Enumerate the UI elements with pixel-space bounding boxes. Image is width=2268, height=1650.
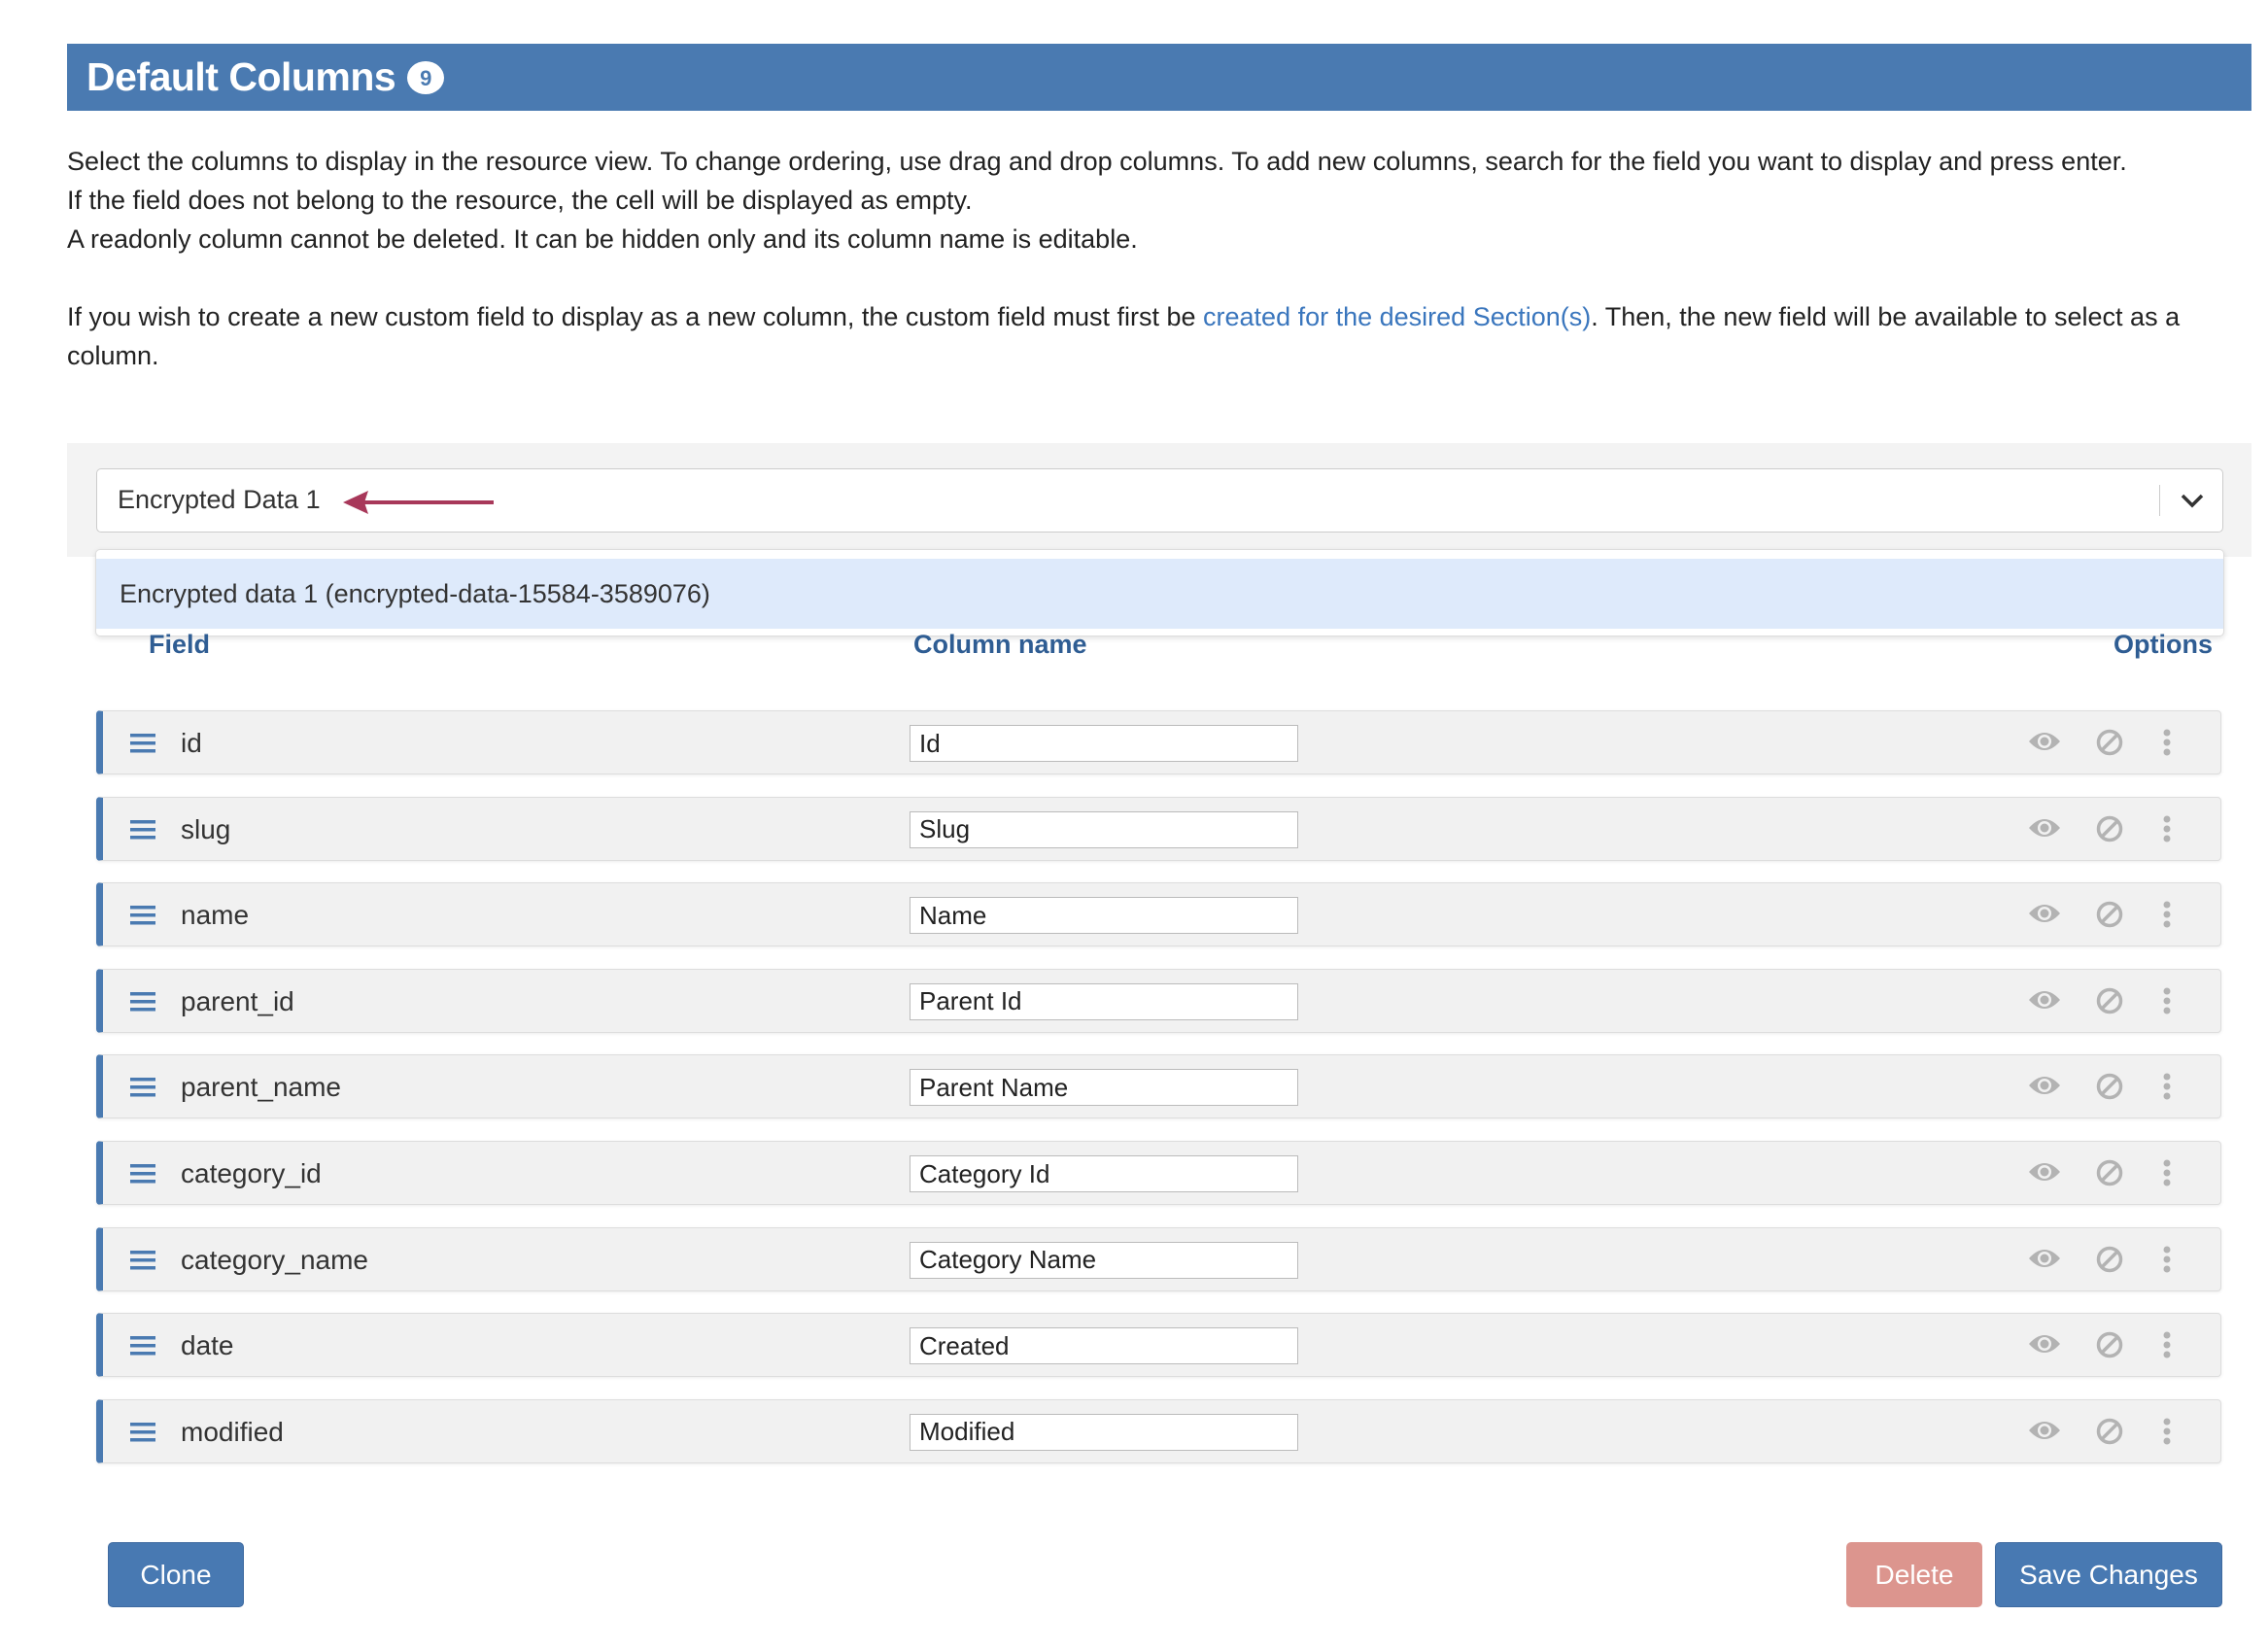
search-input-value[interactable]: Encrypted Data 1 — [118, 485, 321, 514]
ban-icon[interactable] — [2095, 900, 2124, 929]
description-line: A readonly column cannot be deleted. It … — [67, 224, 1138, 254]
field-name: name — [181, 900, 250, 931]
note-text: . Then, the new field will be available … — [67, 302, 2181, 370]
save-changes-button[interactable]: Save Changes — [1995, 1542, 2222, 1607]
column-name-input[interactable] — [910, 1327, 1298, 1365]
more-options-icon[interactable] — [2161, 1158, 2173, 1187]
ban-icon[interactable] — [2095, 728, 2124, 757]
page-title: Default Columns — [86, 54, 396, 99]
eye-icon[interactable] — [2027, 1072, 2062, 1099]
eye-icon[interactable] — [2027, 814, 2062, 842]
select-separator — [2159, 485, 2160, 516]
column-name-input[interactable] — [910, 810, 1298, 848]
arrow-left-icon — [343, 491, 494, 514]
create-custom-field-link[interactable]: created for the desired Section(s) — [1203, 302, 1592, 331]
ban-icon[interactable] — [2095, 1417, 2124, 1446]
more-options-icon[interactable] — [2161, 986, 2173, 1015]
column-row[interactable]: category_id — [96, 1141, 2221, 1205]
column-name-input[interactable] — [910, 1413, 1298, 1451]
more-options-icon[interactable] — [2161, 1330, 2173, 1359]
column-name-header: Column name — [913, 630, 1087, 659]
eye-icon[interactable] — [2027, 986, 2062, 1014]
drag-handle-icon[interactable] — [130, 1162, 155, 1186]
drag-handle-icon[interactable] — [130, 990, 155, 1014]
drag-handle-icon[interactable] — [130, 904, 155, 927]
field-name: parent_id — [181, 985, 294, 1016]
field-name: modified — [181, 1416, 284, 1447]
ban-icon[interactable] — [2095, 986, 2124, 1015]
description-line: If the field does not belong to the reso… — [67, 186, 973, 215]
column-name-input[interactable] — [910, 725, 1298, 762]
column-name-input[interactable] — [910, 897, 1298, 935]
column-row[interactable]: name — [96, 882, 2221, 947]
note-text: If you wish to create a new custom field… — [67, 302, 1204, 331]
drag-handle-icon[interactable] — [130, 732, 155, 755]
field-name: parent_name — [181, 1072, 342, 1103]
column-row[interactable]: modified — [96, 1398, 2221, 1463]
column-row[interactable]: slug — [96, 796, 2221, 861]
column-name-input[interactable] — [910, 1241, 1298, 1279]
ban-icon[interactable] — [2095, 814, 2124, 843]
more-options-icon[interactable] — [2161, 1072, 2173, 1101]
field-column-header: Field — [149, 630, 211, 659]
description-line: Select the columns to display in the res… — [67, 147, 2127, 176]
drag-handle-icon[interactable] — [130, 1334, 155, 1358]
drag-handle-icon[interactable] — [130, 1076, 155, 1099]
field-name: date — [181, 1330, 234, 1361]
more-options-icon[interactable] — [2161, 900, 2173, 929]
column-row[interactable]: parent_id — [96, 968, 2221, 1033]
column-row[interactable]: category_name — [96, 1226, 2221, 1291]
column-count-badge: 9 — [407, 60, 445, 94]
drag-handle-icon[interactable] — [130, 1421, 155, 1444]
field-name: slug — [181, 813, 231, 844]
chevron-down-icon[interactable] — [2180, 489, 2205, 512]
column-name-input[interactable] — [910, 982, 1298, 1020]
section-header: Default Columns 9 — [67, 44, 2251, 111]
more-options-icon[interactable] — [2161, 728, 2173, 757]
delete-button[interactable]: Delete — [1846, 1542, 1982, 1607]
drag-handle-icon[interactable] — [130, 818, 155, 842]
clone-button[interactable]: Clone — [108, 1542, 244, 1607]
ban-icon[interactable] — [2095, 1245, 2124, 1274]
eye-icon[interactable] — [2027, 1417, 2062, 1444]
eye-icon[interactable] — [2027, 1330, 2062, 1358]
column-name-input[interactable] — [910, 1069, 1298, 1107]
more-options-icon[interactable] — [2161, 1245, 2173, 1274]
options-header: Options — [2113, 630, 2213, 659]
column-row[interactable]: date — [96, 1313, 2221, 1378]
eye-icon[interactable] — [2027, 728, 2062, 755]
description: Select the columns to display in the res… — [67, 142, 2253, 375]
ban-icon[interactable] — [2095, 1330, 2124, 1359]
field-name: category_id — [181, 1158, 322, 1188]
ban-icon[interactable] — [2095, 1158, 2124, 1187]
dropdown-option[interactable]: Encrypted data 1 (encrypted-data-15584-3… — [96, 559, 2223, 629]
column-name-input[interactable] — [910, 1155, 1298, 1192]
ban-icon[interactable] — [2095, 1072, 2124, 1101]
field-name: category_name — [181, 1244, 369, 1275]
column-row[interactable]: id — [96, 710, 2221, 774]
field-name: id — [181, 728, 202, 758]
more-options-icon[interactable] — [2161, 814, 2173, 843]
column-row[interactable]: parent_name — [96, 1054, 2221, 1119]
search-dropdown: Encrypted data 1 (encrypted-data-15584-3… — [95, 549, 2224, 636]
eye-icon[interactable] — [2027, 1158, 2062, 1186]
eye-icon[interactable] — [2027, 1245, 2062, 1272]
eye-icon[interactable] — [2027, 900, 2062, 927]
drag-handle-icon[interactable] — [130, 1249, 155, 1272]
custom-field-note: If you wish to create a new custom field… — [67, 297, 2253, 375]
more-options-icon[interactable] — [2161, 1417, 2173, 1446]
field-search-select[interactable]: Encrypted Data 1 — [96, 468, 2223, 533]
